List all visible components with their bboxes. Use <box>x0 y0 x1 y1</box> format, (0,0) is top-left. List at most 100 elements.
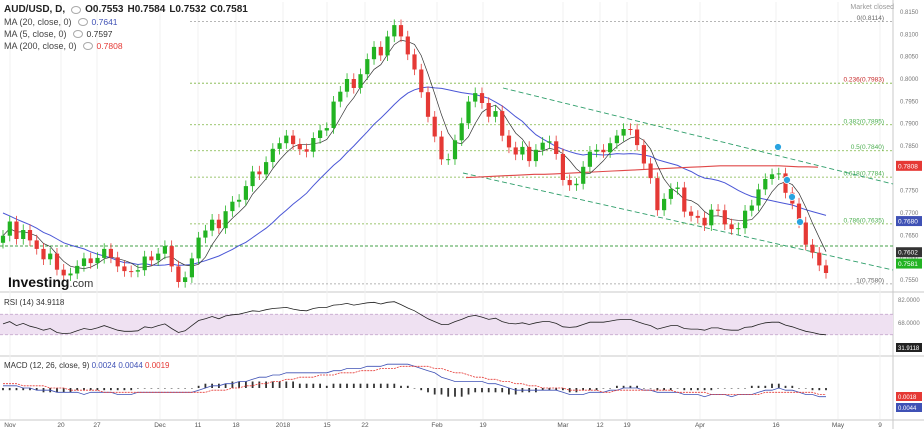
eye-icon[interactable] <box>77 18 88 26</box>
macd-histogram-bar <box>305 383 308 388</box>
macd-histogram-bar <box>325 385 328 388</box>
macd-histogram-bar <box>245 381 247 388</box>
macd-histogram-bar <box>433 388 436 395</box>
indicator-row-ma5[interactable]: MA (5, close, 0) 0.7597 <box>4 28 248 40</box>
macd-histogram-bar <box>656 388 659 391</box>
candle-body <box>14 221 19 239</box>
indicator-row-ma200[interactable]: MA (200, close, 0) 0.7808 <box>4 40 248 52</box>
candle-body <box>196 237 201 259</box>
candle-body <box>817 252 822 266</box>
candle-body <box>614 135 619 144</box>
candle-body <box>769 174 775 179</box>
rsi-panel-label: RSI (14) 34.9118 <box>4 298 65 307</box>
logo-text: Investing <box>8 274 70 290</box>
candle-body <box>594 149 599 152</box>
candle-body <box>378 46 383 56</box>
candle-body <box>203 230 208 238</box>
candle-body <box>243 186 248 200</box>
macd-histogram-bar <box>764 385 767 388</box>
macd-histogram-bar <box>474 388 477 393</box>
price-tick-label: 0.7700 <box>900 211 919 217</box>
macd-histogram-bar <box>602 388 605 389</box>
macd-histogram-bar <box>346 383 348 388</box>
macd-histogram-bar <box>359 383 362 388</box>
macd-histogram-bar <box>103 388 106 391</box>
macd-histogram-bar <box>690 388 692 391</box>
macd-histogram-bar <box>150 388 153 389</box>
macd-histogram-bar <box>481 388 483 393</box>
candle-body <box>351 79 356 88</box>
macd-histogram-bar <box>541 388 544 391</box>
rsi-badge <box>896 343 922 352</box>
x-tick-label: Nov <box>4 422 16 429</box>
candle-body <box>392 25 397 37</box>
candle-body <box>473 93 478 102</box>
candle-body <box>115 257 120 267</box>
macd-histogram-bar <box>440 388 443 395</box>
x-tick-label: Mar <box>557 422 569 429</box>
macd-histogram-bar <box>62 388 65 393</box>
candle-body <box>574 183 579 186</box>
x-tick-label: 22 <box>361 422 369 429</box>
candle-body <box>34 240 39 249</box>
candle-body <box>439 136 444 160</box>
macd-histogram-bar <box>568 388 571 393</box>
candle-body <box>533 149 538 162</box>
candle-body <box>318 130 323 138</box>
candle-body <box>68 273 73 276</box>
candle-body <box>102 248 107 258</box>
low-value: L0.7532 <box>169 4 207 15</box>
candle-body <box>284 135 289 144</box>
macd-histogram-bar <box>717 388 719 389</box>
macd-histogram-bar <box>696 388 699 391</box>
candle-body <box>270 148 275 162</box>
candle-body <box>297 144 302 150</box>
candle-body <box>169 246 174 267</box>
eye-icon[interactable] <box>71 6 82 14</box>
indicator-label: MA (5, close, 0) <box>4 29 67 39</box>
candle-body <box>81 258 87 266</box>
candle-body <box>398 25 404 37</box>
candle-body <box>419 69 424 93</box>
indicator-row-ma20[interactable]: MA (20, close, 0) 0.7641 <box>4 16 248 28</box>
macd-histogram-bar <box>157 388 160 389</box>
candle-body <box>311 138 316 152</box>
candle-body <box>601 149 606 153</box>
candle-body <box>567 180 572 186</box>
macd-histogram-bar <box>825 388 827 391</box>
macd-histogram-bar <box>15 388 18 391</box>
macd-signal-line <box>3 365 826 395</box>
symbol-label: AUD/USD, D, <box>4 4 66 15</box>
event-marker <box>774 143 782 151</box>
macd-histogram-bar <box>676 388 679 389</box>
price-badge <box>896 258 922 269</box>
macd-histogram-bar <box>258 381 261 388</box>
candle-body <box>655 178 660 211</box>
candle-body <box>189 258 194 278</box>
macd-histogram-bar <box>379 383 382 388</box>
candle-body <box>587 151 592 167</box>
eye-icon[interactable] <box>72 30 83 38</box>
candle-body <box>722 210 727 225</box>
high-value: H0.7584 <box>127 4 166 15</box>
candle-body <box>736 228 741 230</box>
macd-histogram-bar <box>197 385 200 388</box>
market-status: Market closed <box>850 4 894 11</box>
x-tick-label: 15 <box>323 422 331 429</box>
ohlc-row: AUD/USD, D, O0.7553 H0.7584 L0.7532 C0.7… <box>4 4 248 16</box>
macd-histogram-bar <box>191 388 193 389</box>
candle-body <box>264 162 269 175</box>
candle-body <box>257 171 262 175</box>
candle-body <box>608 143 613 153</box>
candle-body <box>749 205 754 211</box>
macd-badge <box>896 403 922 412</box>
fib-level-label: 0.382(0.7895) <box>844 118 884 125</box>
eye-icon[interactable] <box>82 42 93 50</box>
macd-histogram-bar <box>352 383 355 388</box>
rsi-header-value: 34.9118 <box>36 298 65 307</box>
candle-body <box>729 224 734 230</box>
candle-body <box>479 93 485 103</box>
x-tick-label: 11 <box>195 422 202 429</box>
candle-body <box>210 219 215 231</box>
